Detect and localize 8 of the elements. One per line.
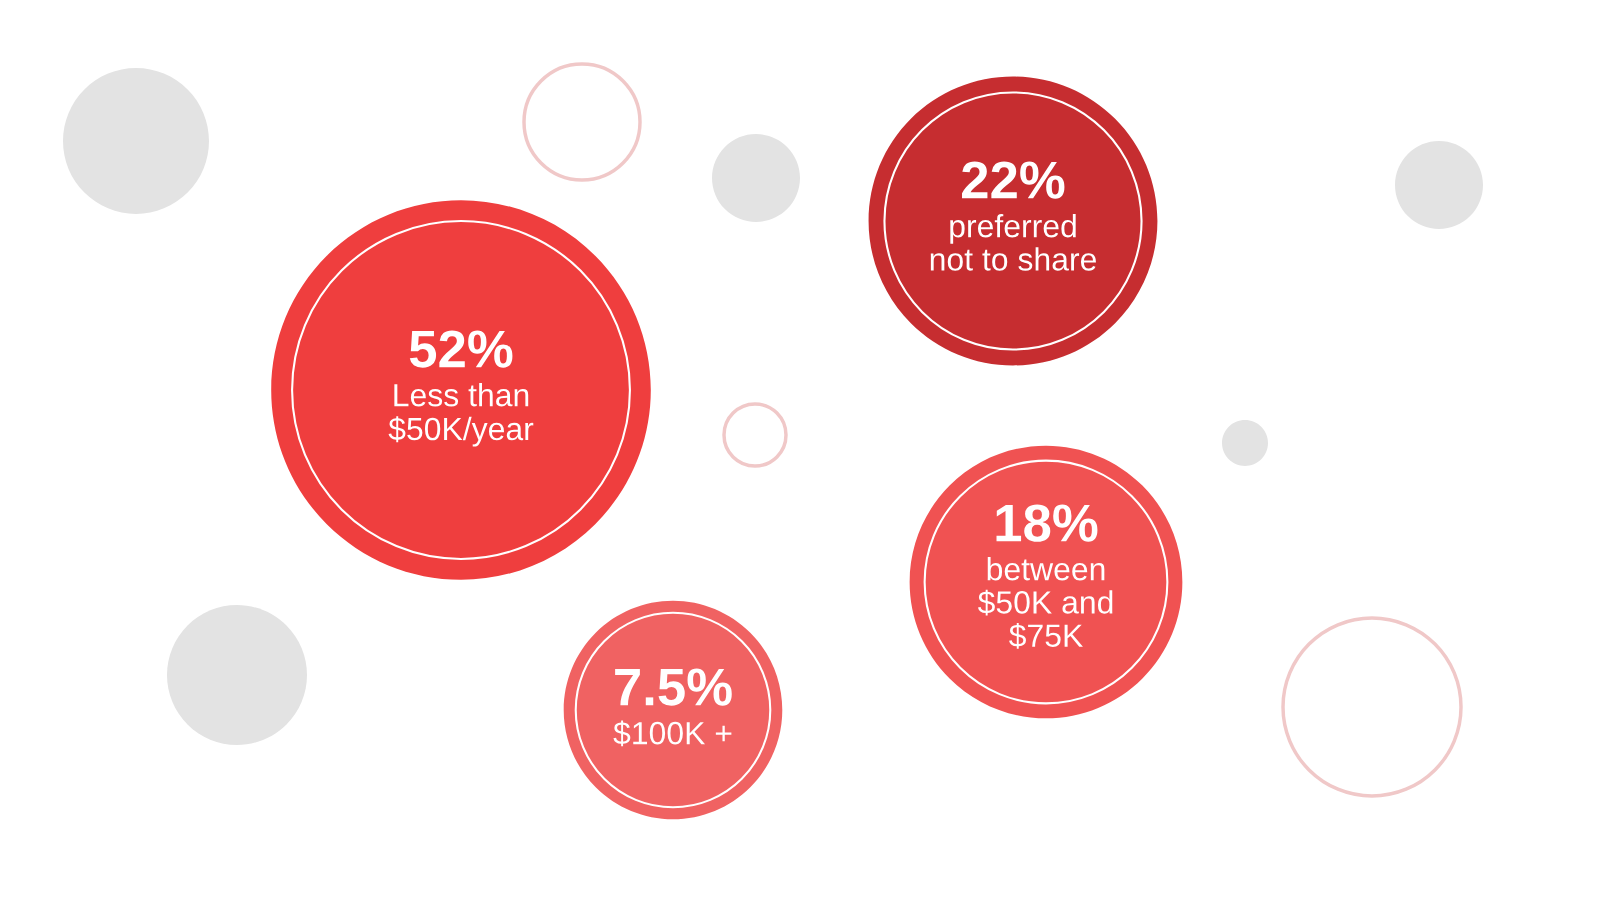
category-label: Less than $50K/year (388, 383, 534, 447)
data-label: 7.5% (615, 668, 732, 706)
category-label: $100K + (613, 720, 732, 747)
category-label: between $50K and $75K (977, 557, 1113, 649)
data-label: 52% (409, 330, 513, 368)
category-label: preferred not to share (930, 214, 1096, 271)
data-label: 22% (962, 161, 1065, 199)
data-label: 18% (996, 504, 1098, 542)
